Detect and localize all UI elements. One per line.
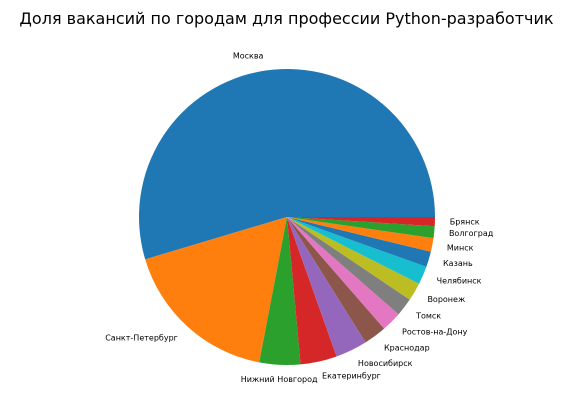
slice-label: Нижний Новгород [241, 375, 318, 384]
slice-label: Ростов-на-Дону [402, 328, 468, 337]
slice-label: Краснодар [384, 343, 430, 352]
pie-slice [287, 217, 435, 227]
pie-slice [259, 217, 301, 365]
slice-label: Казань [443, 259, 473, 268]
pie-slices [138, 68, 435, 365]
pie-slice [287, 217, 385, 343]
slice-label: Челябинск [437, 277, 482, 286]
slice-label: Волгоград [449, 229, 494, 238]
slice-label: Санкт-Петербург [105, 333, 178, 342]
pie-slice [287, 217, 420, 300]
pie-labels: Москва Санкт-Петербург Нижний Новгород Екат… [105, 51, 494, 384]
slice-label: Минск [447, 243, 474, 252]
slice-label: Брянск [450, 218, 480, 227]
pie-slice [287, 217, 435, 239]
pie-slice [287, 217, 337, 365]
pie-slice [287, 217, 399, 329]
slice-label: Томск [415, 312, 441, 321]
pie-slice [287, 217, 410, 315]
pie-slice [138, 68, 435, 260]
pie-slice [287, 217, 431, 267]
pie-slice [145, 217, 287, 363]
pie-slice [287, 217, 427, 284]
slice-label: Воронеж [427, 295, 465, 304]
pie-slice [287, 217, 434, 252]
slice-label: Новосибирск [358, 359, 413, 368]
slice-label: Москва [233, 51, 264, 60]
chart-title: Доля вакансий по городам для профессии P… [19, 9, 553, 28]
pie-slice [287, 217, 366, 357]
slice-label: Екатеринбург [322, 371, 381, 380]
